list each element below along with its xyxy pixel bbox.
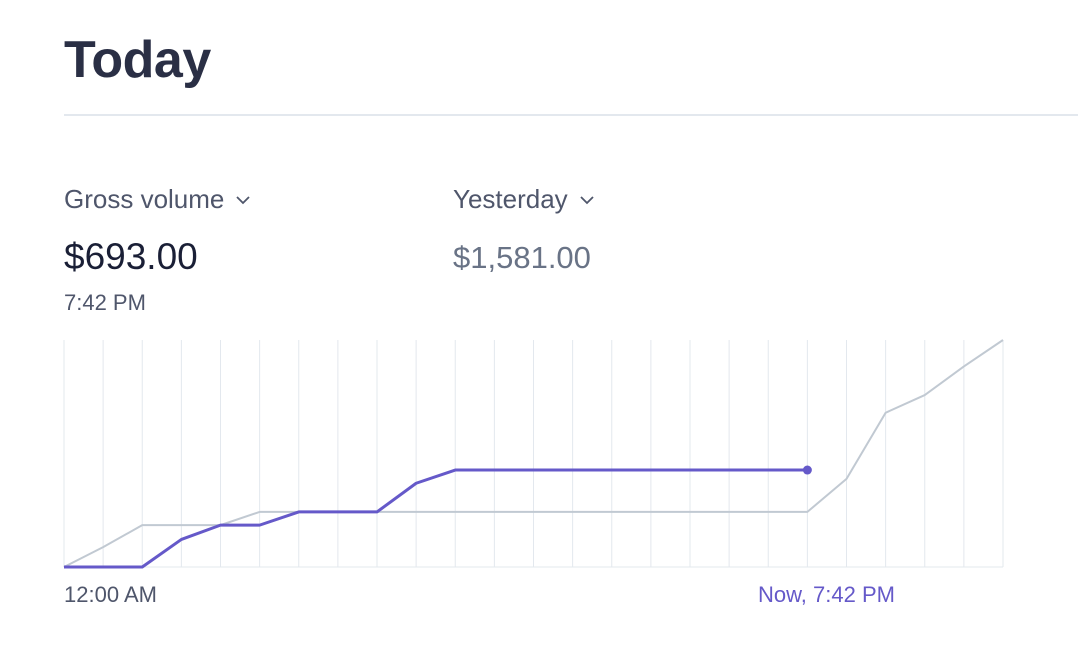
header-divider bbox=[64, 114, 1078, 116]
today-series-line bbox=[64, 468, 808, 569]
chevron-down-icon bbox=[580, 195, 594, 204]
comparison-selector[interactable]: Yesterday bbox=[453, 184, 594, 215]
metric-selector-label: Gross volume bbox=[64, 184, 225, 214]
metric-selector[interactable]: Gross volume bbox=[64, 184, 251, 215]
comparison-value: $1,581.00 bbox=[453, 240, 591, 275]
comparison-selector-label: Yesterday bbox=[453, 184, 568, 214]
page-title: Today bbox=[64, 31, 211, 89]
metric-value: $693.00 bbox=[64, 236, 198, 277]
x-label-start: 12:00 AM bbox=[64, 582, 157, 607]
metric-time: 7:42 PM bbox=[64, 290, 146, 315]
x-label-now: Now, 7:42 PM bbox=[758, 582, 895, 607]
chevron-down-icon bbox=[236, 195, 251, 204]
today-current-point bbox=[802, 465, 812, 475]
